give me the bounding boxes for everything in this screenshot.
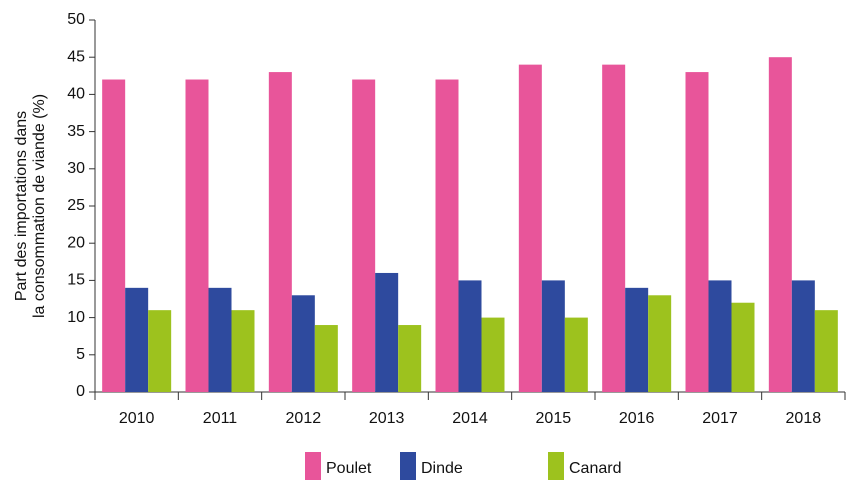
y-axis-title: Part des importations dans la consommati… xyxy=(13,94,48,318)
y-axis-title-line: la consommation de viande (%) xyxy=(31,94,48,318)
bar xyxy=(708,280,732,392)
y-tick-label: 30 xyxy=(67,160,85,177)
bar xyxy=(768,57,792,392)
x-tick-label: 2011 xyxy=(203,410,238,427)
legend-label: Canard xyxy=(569,460,621,477)
bar xyxy=(685,72,709,392)
x-tick-label: 2014 xyxy=(452,410,488,427)
y-tick-label: 15 xyxy=(67,272,85,289)
bar xyxy=(625,287,649,392)
legend-swatch xyxy=(305,452,321,480)
legend-label: Dinde xyxy=(421,460,463,477)
y-tick-label: 35 xyxy=(67,123,85,140)
y-axis-title-line: Part des importations dans xyxy=(13,111,30,301)
x-tick-label: 2016 xyxy=(619,410,655,427)
bar xyxy=(102,79,126,393)
bar xyxy=(564,317,588,392)
y-tick-label: 40 xyxy=(67,86,85,103)
bar xyxy=(352,79,376,393)
bar xyxy=(375,272,399,392)
legend-swatch xyxy=(548,452,564,480)
bar xyxy=(814,310,838,392)
y-tick-label: 0 xyxy=(76,383,85,400)
bar xyxy=(648,295,672,392)
bar xyxy=(458,280,482,392)
bar xyxy=(125,287,149,392)
bar xyxy=(481,317,505,392)
y-tick-label: 20 xyxy=(67,234,85,251)
x-tick-label: 2010 xyxy=(119,410,155,427)
bar xyxy=(435,79,459,393)
x-tick-label: 2017 xyxy=(702,410,738,427)
x-tick-label: 2018 xyxy=(786,410,822,427)
bar xyxy=(148,310,172,392)
x-tick-label: 2013 xyxy=(369,410,405,427)
bar xyxy=(731,302,755,392)
y-tick-label: 10 xyxy=(67,309,85,326)
y-tick-label: 50 xyxy=(67,11,85,28)
x-tick-label: 2015 xyxy=(536,410,572,427)
bar xyxy=(208,287,232,392)
legend-swatch xyxy=(400,452,416,480)
bar xyxy=(602,64,626,392)
x-tick-label: 2012 xyxy=(286,410,322,427)
bar xyxy=(791,280,815,392)
bar xyxy=(541,280,565,392)
legend-label: Poulet xyxy=(326,460,372,477)
y-tick-label: 45 xyxy=(67,48,85,65)
bar xyxy=(398,325,422,392)
bar xyxy=(268,72,292,392)
bar xyxy=(231,310,255,392)
bar xyxy=(185,79,209,393)
bar xyxy=(314,325,338,392)
y-tick-label: 25 xyxy=(67,197,85,214)
bar xyxy=(518,64,542,392)
bar xyxy=(291,295,315,392)
y-tick-label: 5 xyxy=(76,346,85,363)
